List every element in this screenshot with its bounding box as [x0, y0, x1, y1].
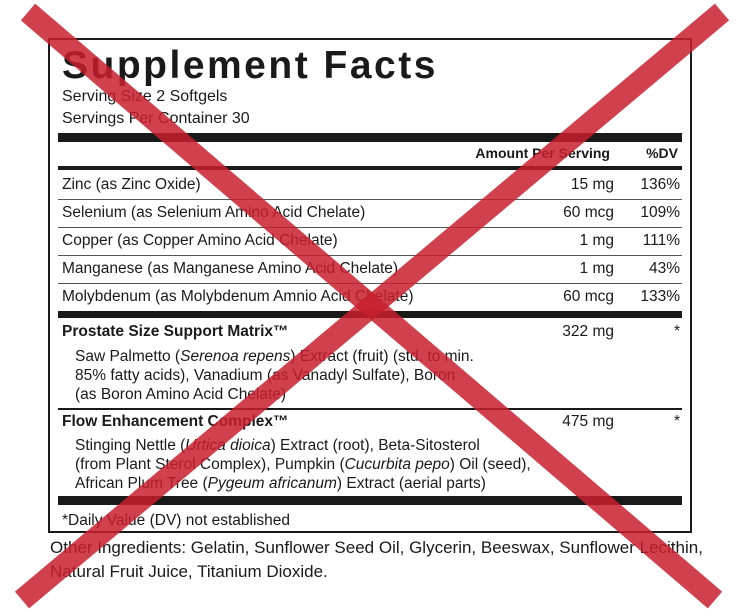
nutrient-amount: 60 mcg: [563, 204, 614, 221]
blend-ingredient-line: 85% fatty acids), Vanadium (as Vanadyl S…: [75, 367, 456, 384]
medium-divider: [58, 166, 682, 170]
nutrient-name: Copper (as Copper Amino Acid Chelate): [62, 232, 338, 249]
dv-column-header: %DV: [646, 145, 678, 161]
blend-dv: *: [673, 413, 680, 430]
nutrient-dv: 136%: [640, 176, 680, 193]
nutrient-dv: 133%: [640, 288, 680, 305]
blend-dv: *: [673, 323, 680, 340]
nutrient-dv: 111%: [642, 232, 680, 249]
nutrient-row: Molybdenum (as Molybdenum Amnio Acid Che…: [58, 283, 682, 311]
nutrient-amount: 60 mcg: [563, 288, 614, 305]
nutrient-name: Zinc (as Zinc Oxide): [62, 176, 201, 193]
other-ingredients: Other Ingredients: Gelatin, Sunflower Se…: [50, 538, 703, 581]
nutrient-amount: 1 mg: [579, 232, 614, 249]
nutrient-dv: 109%: [640, 204, 680, 221]
blend-ingredient-line: (from Plant Sterol Complex), Pumpkin (Cu…: [75, 456, 531, 473]
nutrient-dv: 43%: [648, 260, 680, 277]
blend-ingredient-line: (as Boron Amino Acid Chelate): [75, 386, 287, 403]
nutrient-name: Selenium (as Selenium Amino Acid Chelate…: [62, 204, 366, 221]
blend-amount: 322 mg: [562, 323, 614, 340]
blend-row: Prostate Size Support Matrix™ 322 mg *: [58, 318, 682, 346]
nutrient-amount: 1 mg: [579, 260, 614, 277]
nutrient-name: Molybdenum (as Molybdenum Amnio Acid Che…: [62, 288, 414, 305]
row-divider: [58, 227, 682, 228]
serving-size: Serving Size 2 Softgels: [62, 88, 228, 105]
x-stroke-up: [14, 3, 730, 609]
nutrient-amount: 15 mg: [570, 176, 614, 193]
thick-divider: [58, 133, 682, 142]
row-divider: [58, 408, 682, 410]
nutrient-row: Copper (as Copper Amino Acid Chelate) 1 …: [58, 227, 682, 255]
panel-title: Supplement Facts: [62, 44, 438, 87]
blend-name: Prostate Size Support Matrix™: [62, 323, 289, 340]
row-divider: [58, 283, 682, 284]
row-divider: [58, 199, 682, 200]
row-divider: [58, 255, 682, 256]
nutrient-row: Selenium (as Selenium Amino Acid Chelate…: [58, 199, 682, 227]
nutrient-row: Zinc (as Zinc Oxide) 15 mg 136%: [58, 171, 682, 199]
thick-divider: [58, 496, 682, 505]
blend-ingredient-line: African Plum Tree (Pygeum africanum) Ext…: [75, 475, 486, 492]
blend-amount: 475 mg: [562, 413, 614, 430]
